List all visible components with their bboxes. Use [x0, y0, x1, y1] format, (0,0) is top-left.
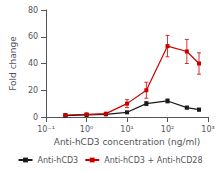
svg-text:10⁻¹: 10⁻¹ [37, 125, 55, 134]
svg-text:80: 80 [28, 6, 38, 15]
svg-text:Anti-hCD3 concentration (ng/ml: Anti-hCD3 concentration (ng/ml) [54, 137, 201, 147]
svg-text:40: 40 [28, 59, 38, 68]
svg-text:10¹: 10¹ [120, 125, 133, 134]
svg-text:Anti-hCD3 + Anti-hCD28: Anti-hCD3 + Anti-hCD28 [104, 156, 202, 165]
svg-text:10³: 10³ [201, 125, 214, 134]
svg-text:Anti-hCD3: Anti-hCD3 [38, 156, 79, 165]
svg-text:0: 0 [33, 113, 38, 122]
svg-text:10²: 10² [161, 125, 174, 134]
svg-text:10⁰: 10⁰ [80, 125, 93, 134]
svg-text:60: 60 [28, 32, 38, 41]
svg-text:20: 20 [28, 86, 38, 95]
svg-text:Fold change: Fold change [8, 36, 18, 91]
